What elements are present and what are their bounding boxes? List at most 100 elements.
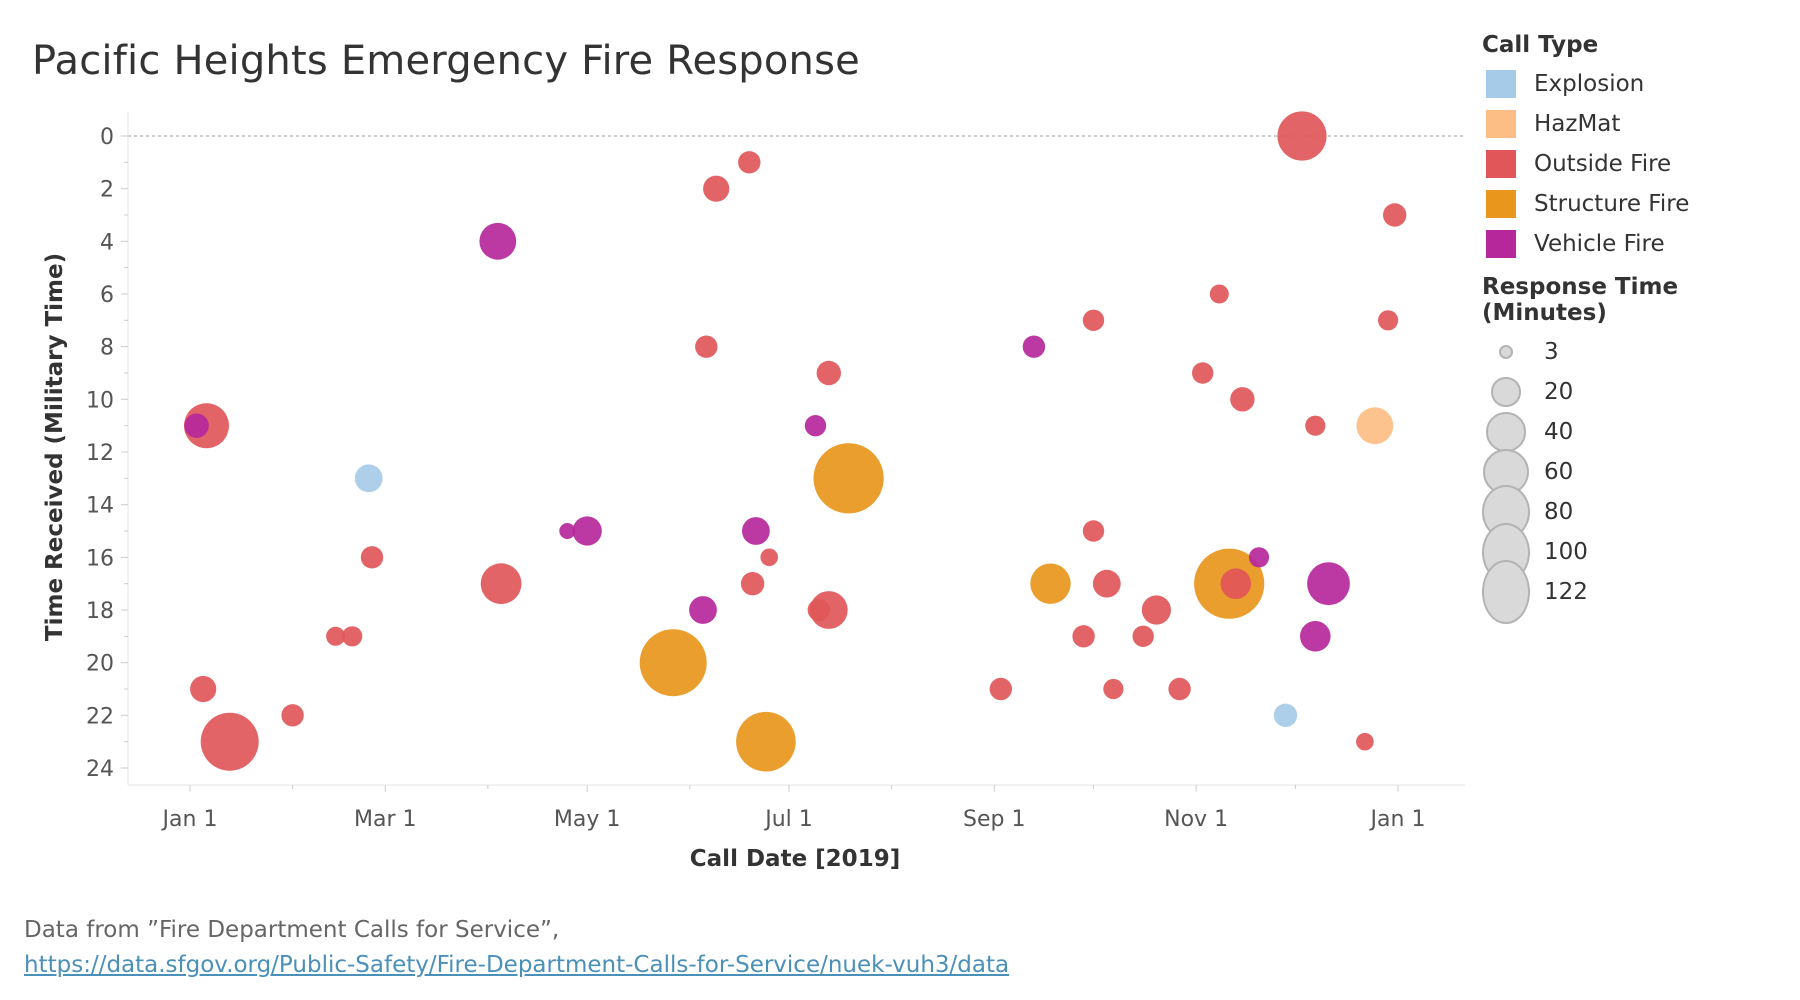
x-tick-label: May 1	[554, 807, 620, 832]
source-link[interactable]: https://data.sfgov.org/Public-Safety/Fir…	[24, 952, 1010, 978]
legend-item[interactable]: Explosion	[1482, 64, 1792, 104]
data-point	[742, 517, 770, 545]
legend-item[interactable]: Outside Fire	[1482, 144, 1792, 184]
y-tick-label: 20	[86, 652, 114, 677]
data-point	[736, 711, 796, 772]
source-note: Data from ”Fire Department Calls for Ser…	[24, 913, 1009, 983]
data-point	[639, 629, 707, 697]
legend-item[interactable]: HazMat	[1482, 104, 1792, 144]
legend-color-title: Call Type	[1482, 32, 1599, 58]
data-point	[1022, 335, 1046, 358]
legend-swatch	[1486, 230, 1516, 258]
y-tick-label: 8	[100, 336, 114, 361]
data-point	[184, 413, 209, 438]
size-legend-item: 40	[1482, 412, 1792, 452]
size-legend-circle	[1491, 377, 1521, 407]
size-legend-cell	[1482, 377, 1530, 407]
size-legend-label: 60	[1544, 459, 1574, 485]
data-point	[1277, 111, 1327, 161]
legend-item[interactable]: Structure Fire	[1482, 184, 1792, 224]
data-point	[738, 151, 761, 174]
y-tick-label: 14	[86, 494, 114, 519]
legend-label: Explosion	[1534, 71, 1645, 97]
x-tick-label: Mar 1	[354, 807, 417, 832]
legend-swatch	[1486, 70, 1516, 98]
size-legend-item: 3	[1482, 332, 1792, 372]
y-tick-label: 0	[100, 125, 114, 150]
data-point	[572, 516, 602, 546]
data-point	[804, 415, 827, 437]
y-tick-label: 6	[100, 283, 114, 308]
data-point	[1072, 625, 1095, 648]
x-tick-label: Jan 1	[1369, 807, 1426, 832]
data-point	[1230, 387, 1255, 412]
data-point	[807, 598, 830, 622]
data-point	[190, 675, 217, 703]
data-point	[1082, 309, 1105, 331]
y-axis-label: Time Received (Military Time)	[42, 253, 68, 641]
size-legend-circle	[1482, 559, 1530, 625]
chart-title: Pacific Heights Emergency Fire Response	[32, 38, 860, 84]
size-legend-cell	[1482, 344, 1530, 360]
data-point	[1273, 703, 1298, 727]
legend-label: Vehicle Fire	[1534, 231, 1665, 257]
data-point	[689, 596, 717, 624]
x-tick-label: Sep 1	[963, 807, 1025, 832]
data-point	[559, 523, 576, 539]
data-point	[1220, 568, 1252, 599]
y-tick-label: 4	[100, 230, 114, 255]
y-tick-label: 18	[86, 599, 114, 624]
data-point	[703, 175, 730, 202]
y-tick-label: 12	[86, 441, 114, 466]
y-tick-label: 10	[86, 388, 114, 413]
data-point	[1383, 203, 1407, 227]
size-legend-item: 122	[1482, 559, 1792, 625]
data-point	[479, 222, 517, 260]
legend-label: Structure Fire	[1534, 191, 1690, 217]
legend-swatch	[1486, 190, 1516, 218]
legend-size-title: Response Time (Minutes)	[1482, 274, 1679, 326]
data-point	[200, 712, 259, 771]
y-tick-label: 22	[86, 704, 114, 729]
data-point	[1248, 547, 1270, 568]
data-point	[1092, 569, 1121, 598]
data-point	[695, 335, 718, 358]
data-point	[480, 563, 522, 605]
data-point	[1307, 562, 1350, 606]
source-text: Data from ”Fire Department Calls for Ser…	[24, 917, 560, 943]
data-point	[1378, 310, 1399, 331]
legend-item[interactable]: Vehicle Fire	[1482, 224, 1792, 264]
color-legend: Explosion HazMat Outside Fire Structure Fir…	[1482, 64, 1792, 264]
legend-label: HazMat	[1534, 111, 1621, 137]
legend: Call Type Explosion HazMat Outside Fire Str…	[1482, 28, 1792, 625]
data-point	[1300, 621, 1331, 652]
size-legend: 3 20 40 60 80 100 122	[1482, 332, 1792, 625]
legend-label: Outside Fire	[1534, 151, 1672, 177]
data-point	[1209, 284, 1229, 304]
size-legend-label: 80	[1544, 499, 1574, 525]
points-layer	[184, 111, 1407, 772]
size-legend-cell	[1482, 559, 1530, 625]
data-point	[1168, 677, 1191, 701]
data-point	[1305, 415, 1326, 436]
data-point	[1103, 678, 1124, 700]
data-point	[1192, 362, 1214, 384]
data-point	[281, 704, 304, 727]
y-tick-label: 16	[86, 546, 114, 571]
data-point	[1141, 595, 1171, 625]
data-point	[1030, 563, 1071, 604]
y-tick-label: 2	[100, 178, 114, 203]
size-legend-label: 122	[1544, 579, 1588, 605]
y-tick-label: 24	[86, 757, 114, 782]
size-legend-cell	[1482, 412, 1530, 452]
x-tick-label: Nov 1	[1164, 807, 1228, 832]
size-legend-item: 20	[1482, 372, 1792, 412]
data-point	[360, 546, 384, 569]
data-point	[760, 548, 778, 567]
data-point	[740, 572, 765, 596]
data-point	[1356, 407, 1394, 445]
size-legend-label: 100	[1544, 539, 1588, 565]
legend-swatch	[1486, 110, 1516, 138]
